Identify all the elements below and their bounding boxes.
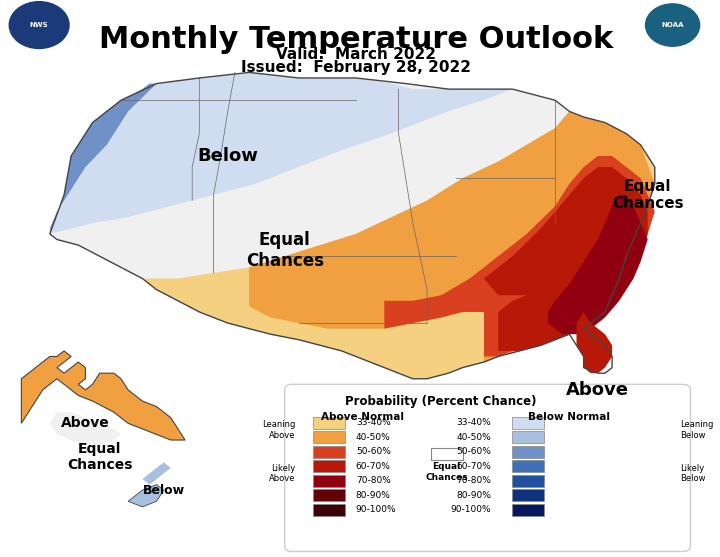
Text: 70-80%: 70-80%	[356, 476, 391, 485]
Bar	[313, 431, 345, 443]
Bar	[313, 446, 345, 458]
Polygon shape	[143, 111, 654, 379]
Text: 80-90%: 80-90%	[356, 491, 391, 500]
Text: Above: Above	[61, 416, 109, 431]
Circle shape	[9, 2, 69, 48]
Text: Below Normal: Below Normal	[528, 412, 611, 422]
Bar	[513, 489, 544, 501]
Text: 70-80%: 70-80%	[456, 476, 491, 485]
Text: Equal
Chances: Equal Chances	[612, 179, 683, 211]
Circle shape	[646, 4, 700, 46]
Bar	[313, 460, 345, 472]
Text: 40-50%: 40-50%	[456, 433, 491, 442]
Text: 40-50%: 40-50%	[356, 433, 391, 442]
Text: Equal
Chances: Equal Chances	[67, 442, 132, 472]
Text: 60-70%: 60-70%	[456, 462, 491, 471]
Bar	[313, 475, 345, 487]
Polygon shape	[577, 312, 612, 373]
Text: Probability (Percent Chance): Probability (Percent Chance)	[345, 395, 536, 408]
Polygon shape	[22, 351, 185, 440]
Polygon shape	[50, 84, 156, 234]
Bar	[313, 504, 345, 516]
Text: 33-40%: 33-40%	[456, 418, 491, 427]
Bar	[513, 475, 544, 487]
Polygon shape	[50, 72, 370, 234]
Bar	[513, 446, 544, 458]
Text: NOAA: NOAA	[662, 22, 684, 28]
Polygon shape	[128, 485, 163, 507]
Text: 33-40%: 33-40%	[356, 418, 391, 427]
Text: 50-60%: 50-60%	[356, 447, 391, 456]
Text: 80-90%: 80-90%	[456, 491, 491, 500]
Text: Likely
Below: Likely Below	[680, 464, 705, 483]
Text: Leaning
Above: Leaning Above	[262, 421, 295, 439]
Bar	[431, 448, 463, 460]
Text: Monthly Temperature Outlook: Monthly Temperature Outlook	[99, 25, 613, 54]
Text: 50-60%: 50-60%	[456, 447, 491, 456]
Bar	[313, 417, 345, 429]
Text: Equal
Chances: Equal Chances	[426, 462, 468, 482]
FancyBboxPatch shape	[284, 384, 690, 551]
Bar	[513, 431, 544, 443]
Text: Below: Below	[143, 483, 185, 497]
Bar	[513, 460, 544, 472]
Bar	[513, 417, 544, 429]
Text: Below: Below	[197, 147, 258, 165]
Polygon shape	[50, 72, 513, 234]
Polygon shape	[50, 412, 121, 446]
Text: Leaning
Below: Leaning Below	[680, 421, 713, 439]
Text: Above: Above	[567, 381, 629, 399]
Text: 90-100%: 90-100%	[451, 505, 491, 514]
Bar	[313, 489, 345, 501]
Text: Valid:  March 2022: Valid: March 2022	[276, 47, 436, 62]
Text: 60-70%: 60-70%	[356, 462, 391, 471]
Polygon shape	[50, 72, 654, 379]
Text: Issued:  February 28, 2022: Issued: February 28, 2022	[241, 60, 471, 75]
Polygon shape	[143, 462, 171, 485]
Text: Above Normal: Above Normal	[322, 412, 405, 422]
Text: 90-100%: 90-100%	[356, 505, 397, 514]
Text: Likely
Above: Likely Above	[269, 464, 295, 483]
Polygon shape	[484, 167, 648, 351]
Bar	[513, 504, 544, 516]
Text: NWS: NWS	[30, 22, 48, 28]
Polygon shape	[548, 195, 648, 334]
Polygon shape	[384, 156, 654, 356]
Polygon shape	[50, 89, 570, 278]
Polygon shape	[249, 111, 654, 362]
Text: Equal
Chances: Equal Chances	[246, 231, 324, 270]
